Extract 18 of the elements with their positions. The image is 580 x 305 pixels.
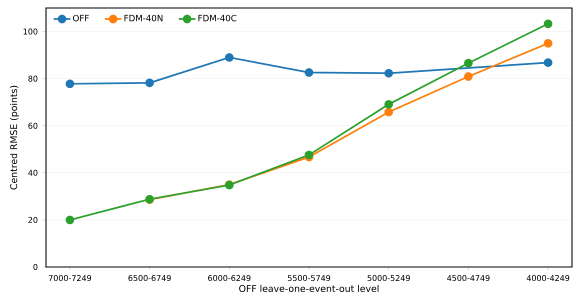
point [66,79,74,88]
legend-label: OFF [73,14,89,22]
point [384,68,394,78]
point [384,108,394,116]
point [544,58,552,67]
point [544,19,552,28]
point [304,68,314,77]
point [66,216,74,224]
point [384,100,394,109]
point [464,72,473,81]
point [544,38,552,48]
legend-label: FDM-40N [124,14,162,22]
y-axis-title: Centred RMSE (points) [10,86,19,190]
legend-label: FDM-40C [198,14,236,22]
point [145,78,154,88]
point [464,58,473,68]
x-axis-title: OFF leave-one-event-out level [239,284,378,292]
point [224,53,234,62]
